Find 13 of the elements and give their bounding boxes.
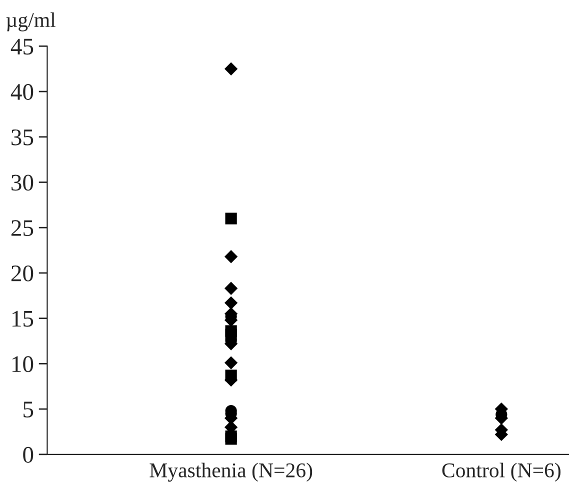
y-tick-label: 40	[10, 84, 34, 100]
y-tick-label: 45	[10, 38, 34, 55]
x-tick-label: Control (N=6)	[442, 462, 560, 482]
y-tick-label: 15	[12, 310, 34, 327]
y-tick-label: 35	[12, 129, 34, 146]
y-tick-label: 25	[11, 220, 34, 236]
y-tick-label: 5	[24, 402, 34, 418]
y-tick-label: 30	[12, 174, 34, 191]
x-tick-label: Myasthenia (N=26)	[150, 462, 312, 482]
y-tick-label: 0	[23, 446, 34, 463]
y-tick-label: 20	[11, 265, 34, 282]
y-axis-title: µg/ml	[6, 12, 56, 32]
y-tick-label: 10	[12, 356, 34, 372]
